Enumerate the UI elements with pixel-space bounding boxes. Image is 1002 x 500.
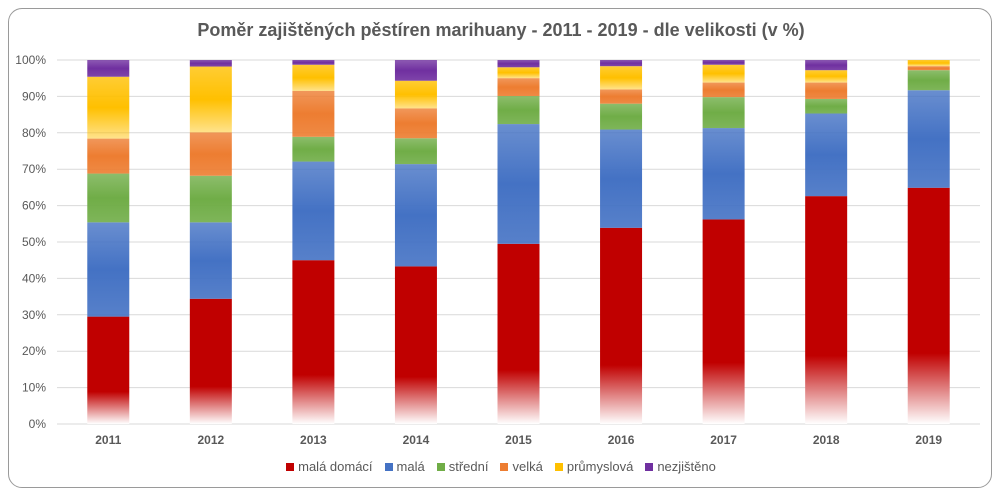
legend-label: nezjištěno [657,459,716,474]
y-tick-label: 20% [22,344,46,358]
bar-segment-nezjištěno-2014 [394,60,437,81]
legend-item: nezjištěno [645,459,716,474]
x-tick-label: 2016 [608,433,635,447]
bar-segment-velká-2014 [394,108,437,139]
legend-swatch [554,462,563,471]
x-tick-label: 2013 [300,433,327,447]
bar-segment-malá-domácí-2011 [87,316,130,424]
x-tick-label: 2012 [197,433,224,447]
bar-segment-malá-2011 [87,222,130,317]
legend-swatch [384,462,393,471]
y-tick-label: 80% [22,126,46,140]
x-tick-label: 2015 [505,433,532,447]
legend-swatch [500,462,509,471]
bar-segment-malá-domácí-2016 [600,227,643,424]
legend-swatch [645,462,654,471]
x-tick-label: 2014 [403,433,430,447]
legend-swatch [286,462,295,471]
bar-segment-malá-domácí-2014 [394,266,437,424]
bar-segment-malá-domácí-2017 [702,219,745,424]
x-tick-label: 2018 [813,433,840,447]
bar-segment-nezjištěno-2017 [702,60,745,65]
bar-segment-průmyslová-2014 [394,80,437,109]
bar-segment-velká-2015 [497,78,540,97]
bar-segment-velká-2013 [292,90,335,137]
bar-segment-velká-2016 [600,89,643,104]
legend: malá domácí malá střední velká průmyslová nez… [0,459,1002,474]
bar-segment-malá-2014 [394,164,437,267]
bar-segment-velká-2011 [87,138,130,174]
bar-segment-průmyslová-2013 [292,64,335,91]
bar-segment-nezjištěno-2015 [497,60,540,68]
bar-segment-průmyslová-2011 [87,76,130,139]
legend-item: velká [500,459,543,474]
bar-segment-malá-domácí-2015 [497,243,540,424]
legend-swatch [436,462,445,471]
bar-segment-malá-2016 [600,129,643,228]
bar-segment-velká-2017 [702,82,745,98]
bar-segment-průmyslová-2012 [189,66,232,133]
bar-segment-malá-2019 [907,90,950,188]
bar-segment-střední-2016 [600,103,643,130]
bar-segment-průmyslová-2019 [907,60,950,67]
bar-segment-malá-2018 [805,113,848,197]
bar-segment-nezjištěno-2013 [292,60,335,65]
chart-title: Poměr zajištěných pěstíren marihuany - 2… [197,20,805,40]
bar-segment-malá-domácí-2019 [907,187,950,424]
bar-segment-nezjištěno-2011 [87,60,130,77]
y-tick-label: 70% [22,162,46,176]
bar-segment-velká-2018 [805,82,848,99]
y-tick-label: 90% [22,89,46,103]
bar-segment-průmyslová-2017 [702,64,745,83]
bar-segment-průmyslová-2015 [497,67,540,79]
legend-item: malá [384,459,425,474]
bar-segment-malá-domácí-2018 [805,196,848,424]
y-tick-label: 0% [29,417,47,431]
legend-item: průmyslová [554,459,634,474]
chart-frame [8,8,992,488]
bar-segment-nezjištěno-2012 [189,60,232,67]
legend-label: malá domácí [298,459,373,474]
bar-segment-střední-2013 [292,136,335,162]
bar-segment-střední-2017 [702,97,745,129]
bar-segment-nezjištěno-2016 [600,60,643,67]
bar-segment-malá-domácí-2012 [189,298,232,424]
bar-segment-malá-2017 [702,128,745,220]
bar-segment-malá-2015 [497,124,540,244]
legend-label: střední [448,459,489,474]
legend-item: malá domácí [286,459,373,474]
legend-label: malá [396,459,425,474]
bar-segment-malá-2013 [292,161,335,261]
bar-segment-střední-2018 [805,98,848,114]
bar-segment-malá-2012 [189,222,232,299]
bar-segment-velká-2012 [189,132,232,176]
y-tick-label: 40% [22,271,46,285]
bar-segment-střední-2012 [189,175,232,223]
x-tick-label: 2019 [915,433,942,447]
y-tick-label: 60% [22,199,46,213]
bar-segment-velká-2019 [907,66,950,71]
bar-segment-střední-2019 [907,70,950,91]
bar-segment-průmyslová-2016 [600,66,643,90]
legend-label: průmyslová [566,459,634,474]
bar-segment-střední-2011 [87,173,130,223]
bar-segment-malá-domácí-2013 [292,260,335,424]
y-tick-label: 30% [22,308,46,322]
bar-segment-průmyslová-2018 [805,70,848,83]
y-tick-label: 10% [22,381,46,395]
y-tick-label: 100% [15,53,46,67]
bar-segment-nezjištěno-2018 [805,60,848,71]
legend-item: střední [436,459,489,474]
x-tick-label: 2017 [710,433,737,447]
x-tick-label: 2011 [95,433,121,447]
legend-label: velká [512,459,543,474]
y-tick-label: 50% [22,235,46,249]
bar-segment-střední-2015 [497,96,540,125]
bar-segment-střední-2014 [394,138,437,165]
